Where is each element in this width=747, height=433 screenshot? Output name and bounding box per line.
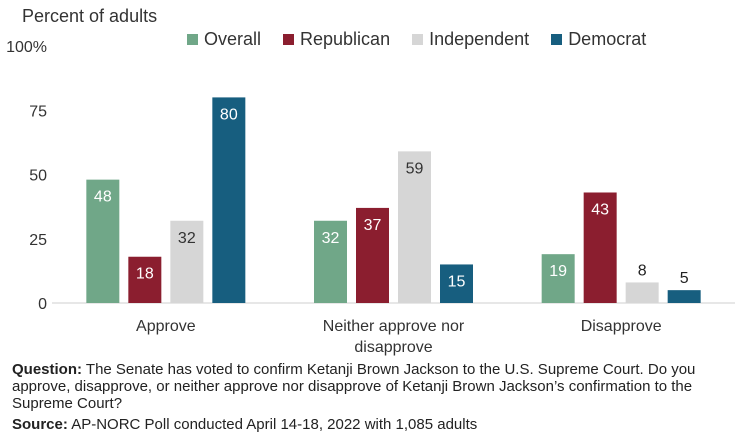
y-tick-label: 50 (29, 168, 47, 185)
bar (667, 290, 701, 303)
bar (128, 256, 162, 303)
legend-swatch-democrat (551, 34, 563, 45)
data-label: 48 (94, 189, 112, 206)
legend-swatch-overall (187, 34, 198, 45)
y-tick-label: 0 (38, 296, 47, 313)
data-label: 8 (638, 262, 647, 279)
legend-item-democrat: Democrat (551, 29, 646, 50)
y-tick-label: 100% (6, 39, 47, 56)
x-tick-label: Disapprove (581, 318, 662, 335)
bar (170, 220, 204, 303)
bar (86, 179, 120, 303)
data-label: 43 (591, 201, 609, 218)
legend-label-republican: Republican (300, 29, 391, 49)
data-label: 32 (322, 230, 340, 247)
data-label: 15 (448, 273, 466, 290)
legend-item-overall: Overall (187, 29, 261, 50)
question-label: Question: (12, 361, 82, 378)
bar (398, 151, 431, 303)
data-label: 32 (178, 230, 196, 247)
data-label: 18 (136, 266, 154, 283)
y-tick-label: 25 (29, 232, 47, 249)
legend-item-independent: Independent (412, 29, 529, 50)
data-label: 59 (406, 160, 424, 177)
data-label: 80 (220, 106, 238, 123)
bar (583, 192, 617, 303)
legend-label-democrat: Democrat (568, 29, 647, 49)
x-tick-label: Neither approve nor (323, 318, 465, 335)
data-label: 5 (680, 270, 689, 287)
question-text: The Senate has voted to confirm Ketanji … (12, 361, 696, 412)
legend-swatch-republican (283, 34, 295, 45)
source-label: Source: (12, 416, 68, 433)
question-note: Question: The Senate has voted to confir… (12, 361, 737, 412)
legend-label-overall: Overall (204, 29, 262, 49)
bar (356, 207, 389, 303)
bar (625, 282, 659, 303)
bar-chart: 0 25 50 75 100% 48 18 32 80 Approve 32 37 59 15 Neithe… (6, 39, 735, 356)
bar (212, 97, 246, 304)
y-axis-label: Percent of adults (22, 6, 158, 26)
legend: Overall Republican Independent Democrat (187, 29, 646, 50)
bar (440, 264, 473, 303)
bar (314, 220, 347, 303)
source-note: Source: AP-NORC Poll conducted April 14-… (12, 416, 477, 433)
data-label: 37 (364, 217, 382, 234)
source-text: AP-NORC Poll conducted April 14-18, 2022… (71, 416, 478, 433)
legend-swatch-independent (412, 34, 424, 45)
bar (541, 254, 575, 303)
legend-label-independent: Independent (429, 29, 530, 49)
data-label: 19 (549, 263, 567, 280)
legend-item-republican: Republican (283, 29, 390, 50)
y-tick-label: 75 (29, 103, 47, 120)
x-tick-label: disapprove (354, 339, 432, 356)
x-tick-label: Approve (136, 318, 196, 335)
